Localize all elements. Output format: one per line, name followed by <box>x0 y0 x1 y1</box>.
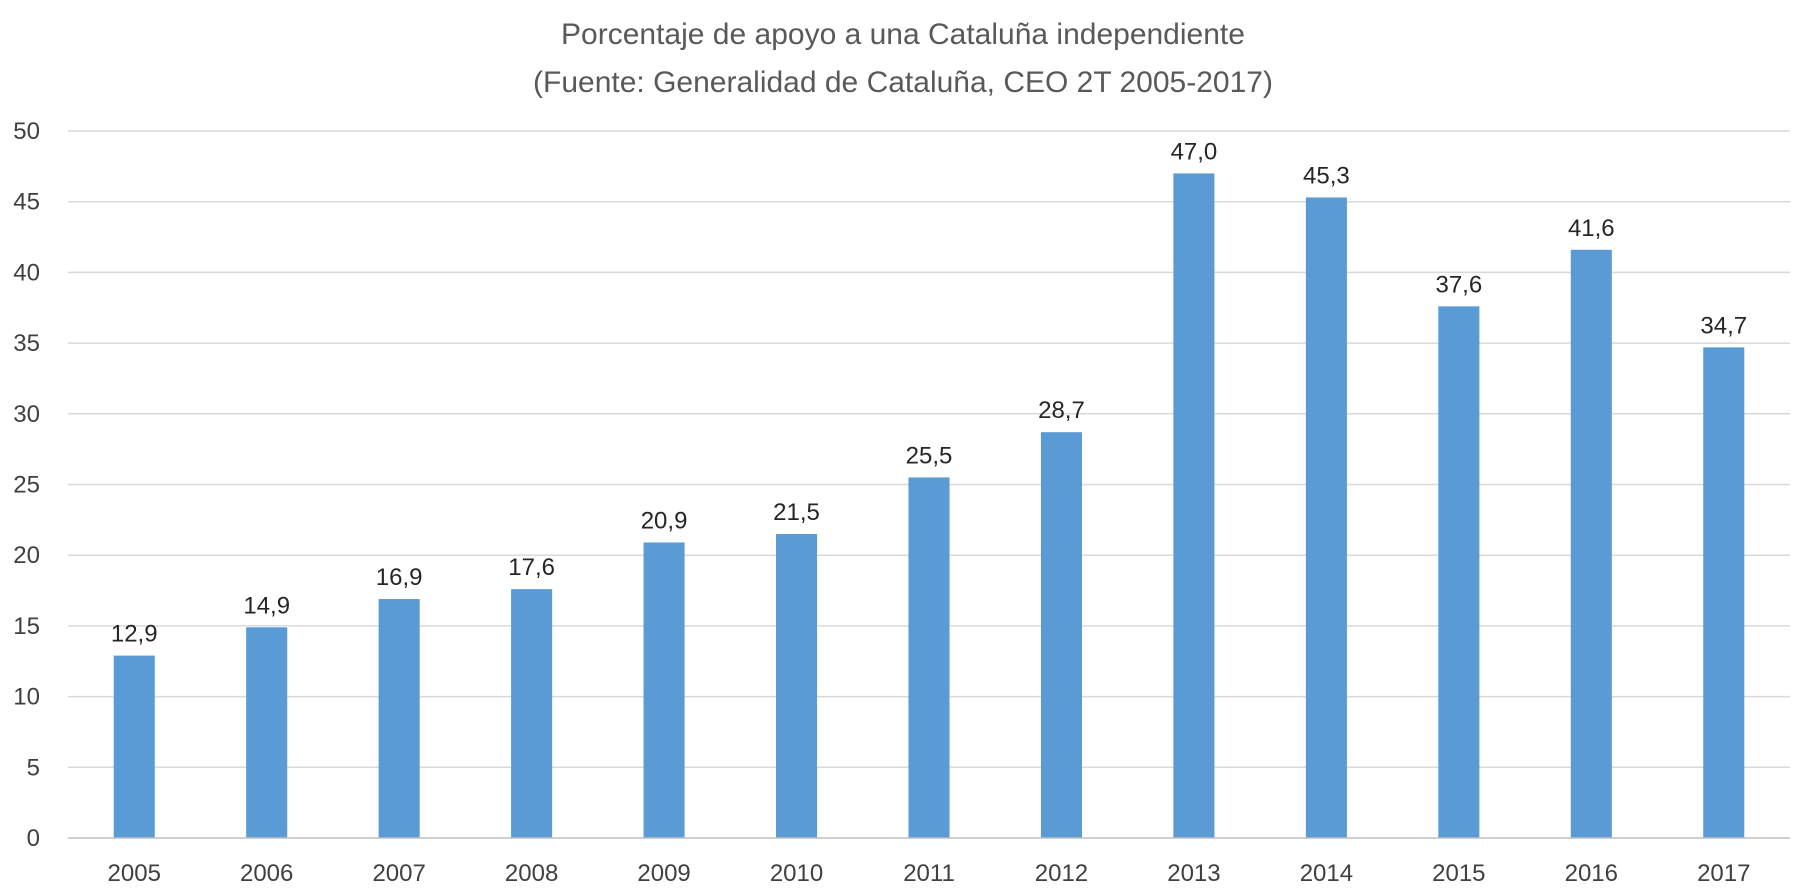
data-label: 17,6 <box>508 554 555 581</box>
x-tick-label: 2008 <box>505 860 558 887</box>
bar-2005 <box>113 655 155 838</box>
data-label: 28,7 <box>1038 397 1085 424</box>
data-label: 41,6 <box>1568 215 1615 242</box>
chart-subtitle: (Fuente: Generalidad de Cataluña, CEO 2T… <box>533 66 1273 99</box>
y-tick-label: 20 <box>13 542 40 569</box>
x-tick-label: 2007 <box>372 860 425 887</box>
bar-2012 <box>1040 432 1082 838</box>
bar-2006 <box>246 627 288 838</box>
data-label: 25,5 <box>906 442 953 469</box>
data-labels: 12,9 14,9 16,9 17,6 20,9 21,5 25,5 28,7 47,0 45,3… <box>111 138 1747 647</box>
x-tick-label: 2016 <box>1565 860 1618 887</box>
x-axis-ticks: 2005 2006 2007 2008 2009 2010 2011 2012 2013 2014… <box>108 860 1751 887</box>
x-tick-label: 2009 <box>637 860 690 887</box>
data-label: 20,9 <box>641 507 688 534</box>
y-tick-label: 25 <box>13 472 40 499</box>
y-tick-label: 10 <box>13 684 40 711</box>
y-tick-label: 45 <box>13 189 40 216</box>
x-tick-label: 2012 <box>1035 860 1088 887</box>
chart-title: Porcentaje de apoyo a una Cataluña indep… <box>561 18 1245 51</box>
y-tick-label: 0 <box>27 825 40 852</box>
x-tick-label: 2011 <box>903 860 955 887</box>
bar-2016 <box>1570 249 1612 838</box>
x-tick-label: 2005 <box>108 860 161 887</box>
x-tick-label: 2017 <box>1697 860 1750 887</box>
bar-2009 <box>643 542 685 838</box>
y-tick-label: 35 <box>13 330 40 357</box>
x-tick-label: 2014 <box>1300 860 1353 887</box>
data-label: 14,9 <box>243 592 290 619</box>
bar-2007 <box>378 599 420 838</box>
bar-2013 <box>1173 173 1215 839</box>
y-tick-label: 30 <box>13 401 40 428</box>
bar-2011 <box>908 477 950 838</box>
data-label: 16,9 <box>376 564 423 591</box>
bar-2017 <box>1703 347 1745 838</box>
y-tick-label: 5 <box>27 754 40 781</box>
y-tick-label: 50 <box>13 118 40 145</box>
y-tick-label: 15 <box>13 613 40 640</box>
bar-2015 <box>1438 306 1480 838</box>
data-label: 12,9 <box>111 621 158 648</box>
x-tick-label: 2013 <box>1167 860 1220 887</box>
data-label: 45,3 <box>1303 162 1350 189</box>
data-label: 47,0 <box>1171 138 1218 165</box>
x-tick-label: 2015 <box>1432 860 1485 887</box>
bar-2008 <box>511 589 553 838</box>
bar-2014 <box>1305 197 1347 838</box>
x-tick-label: 2006 <box>240 860 293 887</box>
data-label: 21,5 <box>773 499 820 526</box>
data-label: 37,6 <box>1435 271 1482 298</box>
y-axis-ticks: 0 5 10 15 20 25 30 35 40 45 50 <box>13 118 40 852</box>
x-tick-label: 2010 <box>770 860 823 887</box>
bars <box>113 173 1745 839</box>
bar-2010 <box>776 533 818 838</box>
data-label: 34,7 <box>1700 312 1747 339</box>
y-tick-label: 40 <box>13 259 40 286</box>
